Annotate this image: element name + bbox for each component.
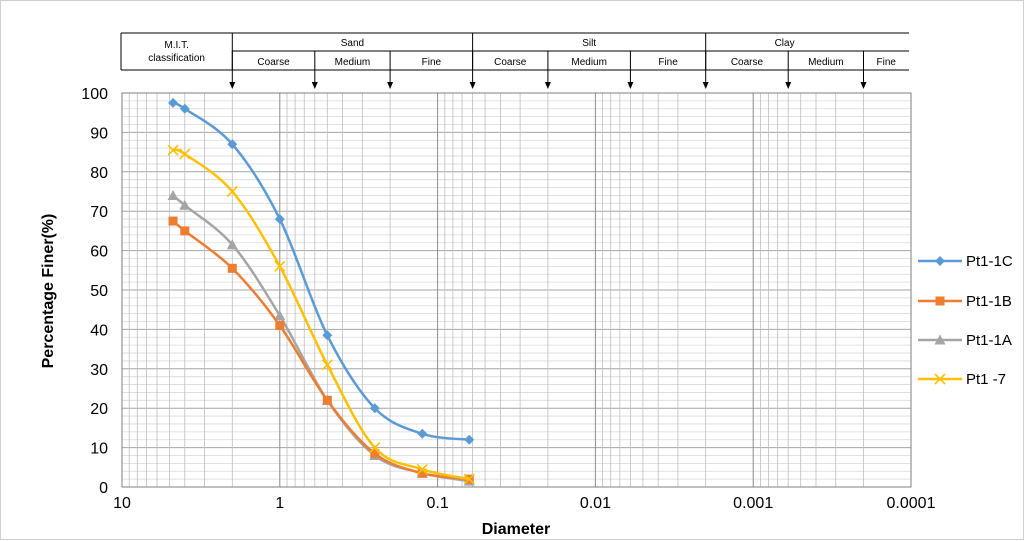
legend-marker xyxy=(935,296,945,306)
class-sub-label: Coarse xyxy=(257,57,290,68)
data-point xyxy=(168,216,178,226)
y-tick-label: 100 xyxy=(81,86,108,103)
y-axis-title: Percentage Finer(%) xyxy=(40,214,57,369)
class-group-label: Silt xyxy=(582,38,596,49)
class-group-label: Sand xyxy=(341,38,364,49)
y-tick-label: 20 xyxy=(90,401,108,418)
legend-label: Pt1-1C xyxy=(966,253,1013,270)
data-point xyxy=(416,463,428,475)
class-boundary-arrowhead xyxy=(860,82,867,89)
data-point xyxy=(417,428,428,439)
y-tick-label: 30 xyxy=(90,362,108,379)
class-sub-label: Medium xyxy=(808,57,844,68)
class-boundary-arrowhead xyxy=(469,82,476,89)
legend-label: Pt1-1B xyxy=(966,293,1012,310)
data-point xyxy=(274,214,285,225)
x-axis-title: Diameter xyxy=(482,521,550,538)
data-point xyxy=(369,403,380,414)
x-tick-label: 0.1 xyxy=(426,495,448,512)
data-point xyxy=(179,199,191,210)
classification-header: M.I.T. xyxy=(164,40,188,51)
y-tick-label: 60 xyxy=(90,244,108,261)
data-point xyxy=(417,468,427,478)
data-point xyxy=(464,434,475,445)
series-line xyxy=(172,101,470,441)
y-tick-label: 10 xyxy=(90,441,108,458)
legend: Pt1-1C Pt1-1B Pt1-1A Pt1 -7 xyxy=(918,253,1013,388)
legend-marker xyxy=(934,373,946,385)
data-point xyxy=(463,473,475,485)
data-point xyxy=(226,239,238,250)
class-group-label: Clay xyxy=(775,38,795,49)
data-point xyxy=(322,330,333,341)
x-tick-label: 1 xyxy=(275,495,284,512)
y-tick-label: 0 xyxy=(99,480,108,497)
class-sub-label: Coarse xyxy=(731,57,764,68)
mit-classification-bar: M.I.T. classification Sand Coarse Medium Fine… xyxy=(120,32,909,89)
series-layer xyxy=(167,97,475,486)
x-tick-label: 0.001 xyxy=(733,495,773,512)
data-point xyxy=(274,310,286,321)
series-line xyxy=(172,220,470,481)
data-point xyxy=(167,144,179,156)
y-tick-label: 90 xyxy=(90,125,108,142)
data-point xyxy=(227,263,237,273)
data-point xyxy=(321,359,333,371)
class-sub-label: Coarse xyxy=(494,57,527,68)
class-sub-label: Medium xyxy=(335,57,371,68)
data-point xyxy=(322,395,332,405)
data-point xyxy=(180,226,190,236)
class-boundary-arrowhead xyxy=(785,82,792,89)
class-boundary-arrowhead xyxy=(387,82,394,89)
data-point xyxy=(274,260,286,272)
y-tick-label: 50 xyxy=(90,283,108,300)
legend-label: Pt1-1A xyxy=(966,332,1012,349)
legend-marker xyxy=(935,256,945,266)
class-boundary-arrowhead xyxy=(544,82,551,89)
class-sub-label: Fine xyxy=(422,57,442,68)
y-tick-label: 40 xyxy=(90,322,108,339)
class-sub-label: Fine xyxy=(658,57,678,68)
data-point xyxy=(179,103,190,114)
data-point xyxy=(168,97,179,108)
data-point xyxy=(369,442,381,454)
class-sub-label: Fine xyxy=(877,57,897,68)
class-boundary-arrowhead xyxy=(702,82,709,89)
data-point xyxy=(226,185,238,198)
grid xyxy=(121,92,912,488)
x-tick-label: 0.0001 xyxy=(887,495,936,512)
data-point xyxy=(167,189,179,200)
data-point xyxy=(227,139,238,150)
legend-label: Pt1 -7 xyxy=(966,371,1006,388)
classification-header: classification xyxy=(148,53,205,64)
x-tick-label: 0.01 xyxy=(580,495,611,512)
data-point xyxy=(370,449,380,459)
class-boundary-arrowhead xyxy=(229,82,236,89)
x-tick-label: 10 xyxy=(113,495,131,512)
class-boundary-arrowhead xyxy=(311,82,318,89)
class-boundary-arrowhead xyxy=(627,82,634,89)
data-point xyxy=(179,148,191,160)
legend-marker xyxy=(934,334,946,345)
data-point xyxy=(275,320,285,330)
y-tick-label: 70 xyxy=(90,204,108,221)
axes: 0 10 20 30 40 50 60 70 80 90 100 10 1 0.1 0.01 0.001 0.0… xyxy=(81,86,935,512)
series-line xyxy=(172,148,470,481)
series-line xyxy=(172,194,470,483)
class-sub-label: Medium xyxy=(571,57,607,68)
plot-area-border xyxy=(121,92,912,488)
y-tick-label: 80 xyxy=(90,165,108,182)
